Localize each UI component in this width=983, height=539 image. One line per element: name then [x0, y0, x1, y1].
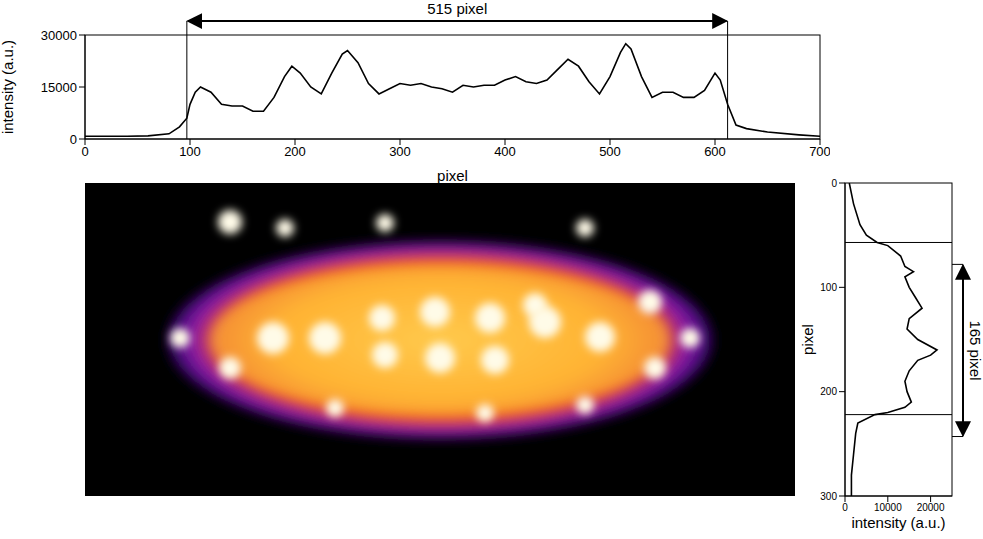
svg-text:20000: 20000	[917, 502, 945, 513]
svg-text:10000: 10000	[874, 502, 902, 513]
svg-text:15000: 15000	[41, 80, 77, 95]
svg-text:intensity (a.u.): intensity (a.u.)	[851, 514, 945, 531]
svg-text:100: 100	[820, 282, 837, 293]
svg-text:500: 500	[599, 144, 621, 159]
svg-text:700: 700	[809, 144, 830, 159]
svg-text:200: 200	[284, 144, 306, 159]
svg-text:300: 300	[389, 144, 411, 159]
svg-text:300: 300	[820, 491, 837, 502]
svg-text:515 pixel: 515 pixel	[427, 0, 487, 17]
svg-text:400: 400	[494, 144, 516, 159]
svg-text:0: 0	[70, 132, 77, 147]
svg-text:pixel: pixel	[437, 167, 468, 183]
svg-text:0: 0	[831, 178, 837, 189]
svg-text:pixel: pixel	[799, 324, 816, 355]
svg-text:0: 0	[842, 502, 848, 513]
svg-text:165 pixel: 165 pixel	[967, 320, 983, 380]
svg-text:intensity (a.u.): intensity (a.u.)	[0, 40, 16, 134]
svg-text:600: 600	[704, 144, 726, 159]
svg-text:30000: 30000	[41, 28, 77, 43]
svg-text:0: 0	[81, 144, 88, 159]
svg-text:200: 200	[820, 386, 837, 397]
svg-text:100: 100	[179, 144, 201, 159]
